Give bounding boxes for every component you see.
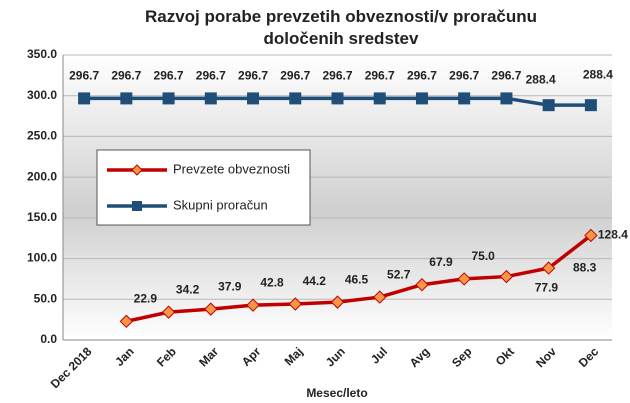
point: [119, 314, 134, 329]
point: [541, 261, 556, 275]
series-line: [125, 234, 592, 324]
data-label: 296.7: [449, 69, 479, 83]
point: [204, 302, 218, 316]
data-label: 42.8: [260, 275, 284, 289]
x-tick-label: Maj: [282, 344, 306, 368]
point: [289, 92, 302, 105]
data-label: 288.4: [583, 67, 613, 81]
x-tick-label: Okt: [493, 344, 517, 368]
point: [457, 272, 471, 286]
y-tick-label: 350.0: [27, 47, 57, 61]
data-label: 296.7: [196, 69, 226, 83]
data-label: 46.5: [345, 272, 369, 286]
legend-label: Prevzete obveznosti: [173, 161, 290, 176]
point: [584, 228, 598, 243]
x-tick-label: Mar: [196, 344, 221, 369]
point: [120, 92, 133, 105]
point: [246, 298, 260, 312]
data-label: 288.4: [526, 72, 556, 86]
series: 296.7 296.7 296.7 296.7 296.7 296.7 296.7 296.7…: [69, 67, 613, 112]
x-tick-label: Jun: [323, 344, 348, 369]
legend-marker: [132, 201, 142, 211]
x-tick-label: Dec 2018: [48, 344, 95, 391]
y-tick-label: 0.0: [40, 332, 57, 346]
y-tick-label: 300.0: [27, 88, 57, 102]
data-label: 88.3: [573, 260, 597, 274]
x-tick-label: Avg: [407, 344, 433, 370]
x-tick-label: Jul: [368, 344, 390, 366]
x-tick-label: Jan: [112, 344, 137, 369]
data-label: 296.7: [365, 69, 395, 83]
point: [373, 290, 387, 304]
point: [415, 92, 428, 105]
point: [373, 92, 386, 105]
data-label: 296.7: [69, 69, 99, 83]
data-label: 296.7: [491, 69, 521, 83]
legend: [96, 149, 311, 226]
point: [162, 92, 175, 105]
point: [78, 92, 91, 105]
point: [204, 92, 217, 105]
data-label: 44.2: [303, 274, 327, 288]
data-label: 22.9: [134, 292, 158, 306]
data-label: 77.9: [535, 281, 559, 295]
data-label: 296.7: [111, 69, 141, 83]
x-tick-label: Apr: [239, 344, 264, 369]
point: [584, 99, 597, 112]
series: 22.9 34.2 37.9 42.8 44.2 46.5 52.7 67.9 75.0 77.9…: [119, 228, 628, 329]
x-tick-label: Nov: [533, 344, 559, 370]
point: [542, 99, 555, 112]
point: [458, 92, 471, 105]
data-label: 67.9: [429, 255, 453, 269]
x-tick-label: Sep: [449, 344, 474, 369]
point: [288, 297, 302, 311]
data-label: 296.7: [280, 69, 310, 83]
point: [330, 295, 345, 309]
x-tick-label: Feb: [154, 344, 179, 369]
y-tick-label: 150.0: [27, 210, 57, 224]
point: [247, 92, 260, 105]
legend-marker: [131, 164, 143, 176]
data-label: 296.7: [407, 69, 437, 83]
point: [499, 269, 514, 284]
point: [161, 305, 176, 319]
point: [415, 278, 429, 292]
x-axis-label: Mesec/leto: [306, 386, 367, 400]
data-label: 52.7: [387, 267, 411, 281]
data-label: 296.7: [322, 69, 352, 83]
data-label: 296.7: [238, 69, 268, 83]
data-label: 128.4: [598, 228, 628, 242]
data-label: 37.9: [218, 279, 242, 293]
y-tick-label: 200.0: [27, 169, 57, 183]
point: [331, 92, 344, 105]
y-tick-label: 250.0: [27, 129, 57, 143]
x-tick-label: Dec: [576, 344, 602, 370]
point: [500, 92, 513, 105]
chart-title: Razvoj porabe prevzetih obveznosti/v pro…: [144, 7, 538, 48]
data-label: 296.7: [154, 69, 184, 83]
y-tick-label: 50.0: [34, 291, 58, 305]
y-tick-label: 100.0: [27, 251, 57, 265]
data-label: 34.2: [176, 282, 200, 296]
legend-label: Skupni proračun: [173, 197, 268, 212]
data-label: 75.0: [472, 249, 496, 263]
